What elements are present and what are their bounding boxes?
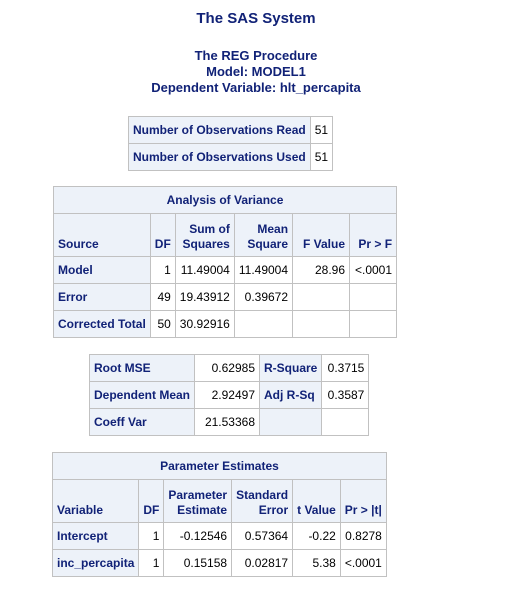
params-header-df: DF xyxy=(138,479,165,523)
anova-df: 50 xyxy=(149,310,176,338)
params-estimate: 0.15158 xyxy=(163,549,233,577)
params-caption-row: Parameter Estimates xyxy=(52,452,387,480)
params-df: 1 xyxy=(138,549,165,577)
fit-value: 21.53368 xyxy=(194,408,261,436)
anova-header-ms: Mean Square xyxy=(233,213,294,257)
table-row: inc_percapita 1 0.15158 0.02817 5.38 <.0… xyxy=(51,549,387,577)
table-row: Intercept 1 -0.12546 0.57364 -0.22 0.827… xyxy=(51,522,387,550)
anova-header-p: Pr > F xyxy=(349,213,398,257)
params-header-t: t Value xyxy=(292,479,341,523)
anova-header-ms-line1: Mean xyxy=(257,222,289,236)
fit-value xyxy=(321,408,370,436)
params-p: <.0001 xyxy=(339,549,387,577)
model-name: Model: MODEL1 xyxy=(206,64,306,79)
params-header-estimate: Parameter Estimate xyxy=(163,479,233,523)
anova-header-ss-line1: Sum of xyxy=(189,222,230,236)
anova-df: 49 xyxy=(149,283,176,311)
params-se: 0.02817 xyxy=(231,549,294,577)
params-header-variable: Variable xyxy=(51,479,140,523)
params-p: 0.8278 xyxy=(339,522,387,550)
params-header-p: Pr > |t| xyxy=(339,479,387,523)
parameter-estimates-table: Parameter Estimates Variable DF Paramete… xyxy=(51,452,387,577)
dependent-variable: Dependent Variable: hlt_percapita xyxy=(151,80,361,95)
obs-read-label: Number of Observations Read xyxy=(128,116,311,144)
obs-read-value: 51 xyxy=(309,116,334,144)
fit-statistics-table: Root MSE 0.62985 R-Square 0.3715 Depende… xyxy=(88,354,370,436)
fit-value: 0.3587 xyxy=(321,381,370,409)
anova-p xyxy=(349,310,398,338)
anova-f xyxy=(292,310,351,338)
params-header-estimate-line1: Parameter xyxy=(168,488,228,502)
anova-header-ms-line2: Square xyxy=(247,237,289,251)
anova-ms xyxy=(233,310,294,338)
anova-source: Model xyxy=(53,256,151,284)
params-df: 1 xyxy=(138,522,165,550)
params-se: 0.57364 xyxy=(231,522,294,550)
fit-value: 0.62985 xyxy=(194,354,261,382)
anova-ss: 19.43912 xyxy=(174,283,235,311)
params-caption: Parameter Estimates xyxy=(52,452,387,480)
anova-p xyxy=(349,283,398,311)
anova-f xyxy=(292,283,351,311)
fit-label xyxy=(259,408,323,436)
procedure-header: The REG Procedure Model: MODEL1 Dependen… xyxy=(0,48,512,96)
table-row: Model 1 11.49004 11.49004 28.96 <.0001 xyxy=(53,256,398,284)
params-header-se: Standard Error xyxy=(231,479,294,523)
observations-table: Number of Observations Read 51 Number of… xyxy=(128,116,334,171)
anova-df: 1 xyxy=(149,256,176,284)
fit-label: Adj R-Sq xyxy=(259,381,323,409)
anova-header-f: F Value xyxy=(292,213,351,257)
fit-value: 2.92497 xyxy=(194,381,261,409)
table-row: Error 49 19.43912 0.39672 xyxy=(53,283,398,311)
anova-source: Corrected Total xyxy=(53,310,151,338)
fit-label: Dependent Mean xyxy=(88,381,196,409)
params-header-estimate-line2: Estimate xyxy=(177,503,228,517)
anova-table: Analysis of Variance Source DF Sum of Squ… xyxy=(52,186,398,338)
anova-header-row: Source DF Sum of Squares Mean Square F Val… xyxy=(53,213,398,257)
anova-header-df: DF xyxy=(149,213,176,257)
table-row: Number of Observations Used 51 xyxy=(128,143,334,171)
params-header-se-line2: Error xyxy=(258,503,289,517)
anova-ss: 11.49004 xyxy=(174,256,235,284)
anova-header-ss: Sum of Squares xyxy=(174,213,235,257)
anova-caption: Analysis of Variance xyxy=(52,186,398,214)
procedure-name: The REG Procedure xyxy=(194,48,318,63)
anova-header-source: Source xyxy=(53,213,151,257)
anova-p: <.0001 xyxy=(349,256,398,284)
fit-label: Coeff Var xyxy=(88,408,196,436)
fit-label: Root MSE xyxy=(88,354,196,382)
anova-ms: 11.49004 xyxy=(233,256,294,284)
params-header-row: Variable DF Parameter Estimate Standard Er… xyxy=(51,479,387,523)
table-row: Root MSE 0.62985 R-Square 0.3715 xyxy=(88,354,370,382)
anova-source: Error xyxy=(53,283,151,311)
params-header-se-line1: Standard xyxy=(236,488,289,502)
page-title: The SAS System xyxy=(196,10,316,27)
params-t: 5.38 xyxy=(292,549,341,577)
fit-value: 0.3715 xyxy=(321,354,370,382)
params-t: -0.22 xyxy=(292,522,341,550)
anova-header-ss-line2: Squares xyxy=(182,237,230,251)
table-row: Number of Observations Read 51 xyxy=(128,116,334,144)
table-row: Dependent Mean 2.92497 Adj R-Sq 0.3587 xyxy=(88,381,370,409)
fit-label: R-Square xyxy=(259,354,323,382)
params-variable: Intercept xyxy=(51,522,140,550)
obs-used-value: 51 xyxy=(309,143,334,171)
table-row: Coeff Var 21.53368 xyxy=(88,408,370,436)
table-row: Corrected Total 50 30.92916 xyxy=(53,310,398,338)
anova-f: 28.96 xyxy=(292,256,351,284)
params-estimate: -0.12546 xyxy=(163,522,233,550)
obs-used-label: Number of Observations Used xyxy=(128,143,311,171)
anova-caption-row: Analysis of Variance xyxy=(52,186,398,214)
anova-ss: 30.92916 xyxy=(174,310,235,338)
anova-ms: 0.39672 xyxy=(233,283,294,311)
params-variable: inc_percapita xyxy=(51,549,140,577)
